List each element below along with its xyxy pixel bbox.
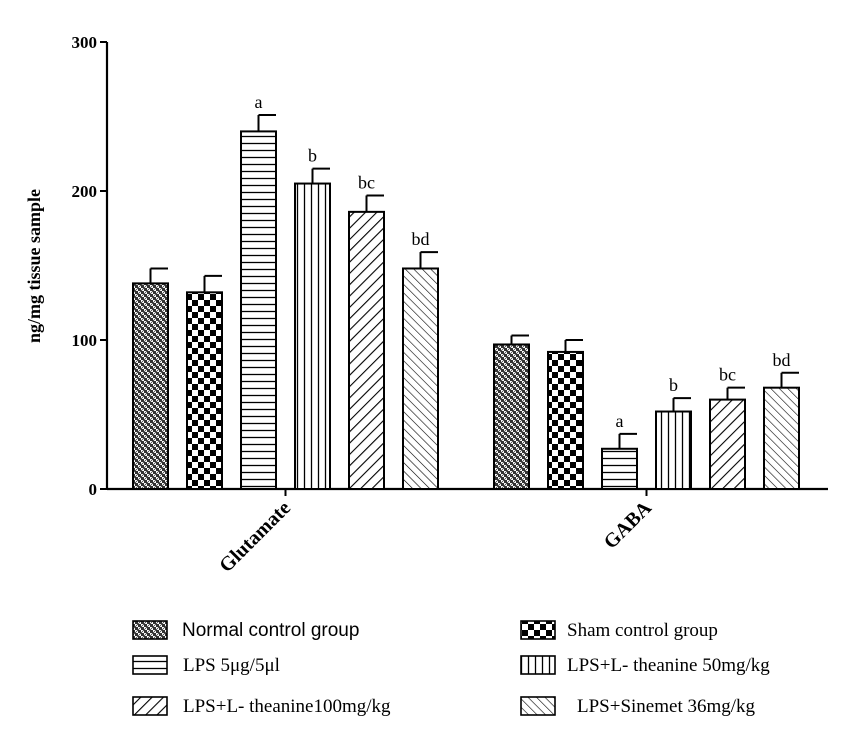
legend-label: LPS+Sinemet 36mg/kg [577, 696, 756, 717]
significance-label: a [616, 411, 624, 431]
significance-label: bc [358, 172, 375, 192]
bars: a b bc bd a b bc bd [132, 92, 800, 491]
category-label: GABA [600, 497, 657, 554]
bar-gaba-3 [655, 410, 692, 490]
x-axis: Glutamate GABA [107, 487, 828, 577]
legend-label: Normal control group [182, 620, 359, 641]
bar-gaba-4 [709, 398, 746, 491]
legend-swatch [132, 696, 168, 716]
category-label: Glutamate [215, 497, 295, 577]
y-axis-title: ng/mg tissue sample [24, 189, 44, 343]
bar-gaba-2 [601, 447, 638, 490]
legend-label: Sham control group [567, 620, 718, 641]
legend-swatch [520, 620, 556, 640]
y-tick-label: 100 [72, 331, 98, 350]
bar-gaba-0 [493, 343, 530, 490]
bar-gaba-1 [547, 350, 584, 491]
legend-label: LPS+L- theanine 50mg/kg [567, 655, 770, 676]
bar-glutamate-0 [132, 282, 169, 490]
legend: Normal control group Sham control group LP… [132, 620, 770, 717]
y-tick-label: 200 [72, 182, 98, 201]
bar-glutamate-1 [186, 291, 223, 490]
legend-swatch [132, 655, 168, 675]
bar-glutamate-4 [348, 210, 385, 491]
significance-label: b [308, 146, 317, 166]
significance-label: bc [719, 365, 736, 385]
legend-label: LPS 5μg/5μl [183, 655, 280, 676]
significance-label: b [669, 375, 678, 395]
legend-swatch [132, 620, 168, 640]
y-tick-label: 0 [89, 480, 98, 499]
y-axis: 0 100 200 300 [72, 33, 109, 499]
legend-swatch [520, 655, 556, 675]
significance-label: bd [773, 350, 791, 370]
bar-gaba-5 [763, 386, 800, 490]
significance-label: a [255, 92, 263, 112]
bar-glutamate-2 [240, 130, 277, 490]
significance-label: bd [412, 229, 430, 249]
legend-swatch [520, 696, 556, 716]
legend-label: LPS+L- theanine100mg/kg [183, 696, 391, 717]
y-tick-label: 300 [72, 33, 98, 52]
bar-glutamate-5 [402, 267, 439, 491]
bar-glutamate-3 [294, 182, 331, 491]
